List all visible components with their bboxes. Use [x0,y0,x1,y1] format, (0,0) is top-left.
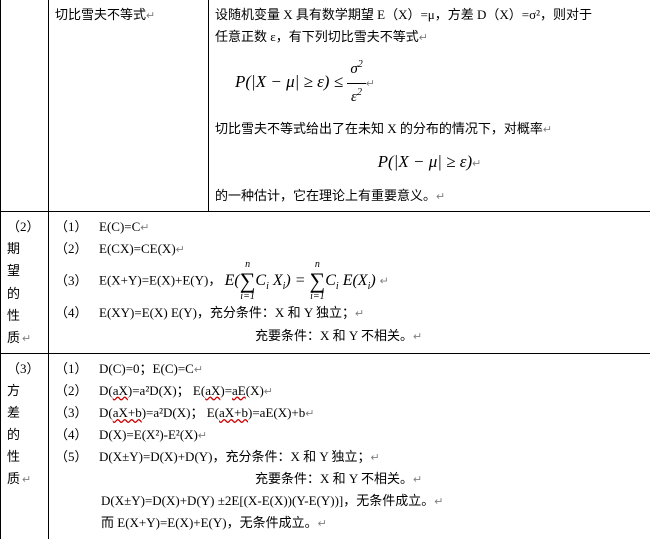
r3-i5n: （5） [55,446,99,468]
chebyshev-formula-2: P(|X − μ| ≥ ε)↵ [215,148,644,177]
chebyshev-formula-1: P(|X − μ| ≥ ε) ≤ σ2ε2↵ [215,56,644,110]
r2-i3n: （3） [55,270,99,292]
r2-i1n: （1） [55,216,99,238]
wavy-axb-2: aX+b [219,405,248,420]
r3-i2n: （2） [55,380,99,402]
r3-i3a: D( [99,405,113,420]
r2-i3: E(X+Y)=E(X)+E(Y)， [99,273,221,288]
row2-col1: （2） 期 望 的 性 质↵ [1,212,49,354]
r3-i3n: （3） [55,402,99,424]
r3-i1: D(C)=0；E(C)=C [99,361,194,376]
r3-i5: D(X±Y)=D(X)+D(Y)，充分条件：X 和 Y 独立； [99,449,371,464]
row3-col1: （3） 方 差 的 性 质↵ [1,353,49,538]
r3-i7: 而 E(X+Y)=E(X)+E(Y)，无条件成立。 [101,515,318,530]
sec2-num: （2） [7,219,40,234]
r2-i4: E(XY)=E(X) E(Y)，充分条件：X 和 Y 独立； [99,305,355,320]
r1-l2: 任意正数 ε，有下列切比雪夫不等式 [215,29,419,44]
wavy-ax-2: aX [205,383,220,398]
sec3-num: （3） [7,361,40,376]
r3-i6: D(X±Y)=D(X)+D(Y) ±2E[(X-E(X))(Y-E(Y))]，无… [101,493,434,508]
sec3-name: 方 差 的 性 质 [7,383,22,486]
r3-i5b: 充要条件：X 和 Y 不相关。 [255,471,413,486]
expectation-sum-formula: E(n∑i=1Ci Xi) = n∑i=1Ci E(Xi) [225,272,380,289]
r1-l3: 切比雪夫不等式给出了在未知 X 的分布的情况下，对概率 [215,121,543,136]
r2-i4b: 充要条件：X 和 Y 不相关。 [255,328,413,343]
row1-col2: 切比雪夫不等式↵ [49,0,209,212]
r2-i1: E(C)=C [99,219,140,234]
row2-content: （1）E(C)=C↵ （2）E(CX)=CE(X)↵ （3）E(X+Y)=E(X… [49,212,650,354]
sec2-name: 期 望 的 性 质 [7,241,22,344]
r1-l1: 设随机变量 X 具有数学期望 E（X）=μ，方差 D（X）=σ²，则对于 [215,7,592,22]
wavy-axb-1: aX+b [113,405,142,420]
r2-i2n: （2） [55,238,99,260]
r2-line3: （3）E(X+Y)=E(X)+E(Y)， E(n∑i=1Ci Xi) = n∑i… [55,260,644,302]
r3-i3b: )=a²D(X)； E( [142,405,219,420]
r3-i1n: （1） [55,358,99,380]
r2-i2: E(CX)=CE(X) [99,241,176,256]
wavy-ax-1: aX [113,383,128,398]
r3-i3c: )=aE(X)+b [248,405,305,420]
chebyshev-label: 切比雪夫不等式 [55,7,146,22]
r1-l4: 的一种估计，它在理论上有重要意义。 [215,188,436,203]
row3-content: （1）D(C)=0；E(C)=C↵ （2）D(aX)=a²D(X)； E(aX)… [49,353,650,538]
r3-i4: D(X)=E(X²)-E²(X) [99,427,198,442]
r3-i4n: （4） [55,424,99,446]
row1-col1 [1,0,49,212]
row1-col3: 设随机变量 X 具有数学期望 E（X）=μ，方差 D（X）=σ²，则对于 任意正… [209,0,650,212]
r2-i4n: （4） [55,302,99,324]
wavy-ae: aE [232,383,246,398]
